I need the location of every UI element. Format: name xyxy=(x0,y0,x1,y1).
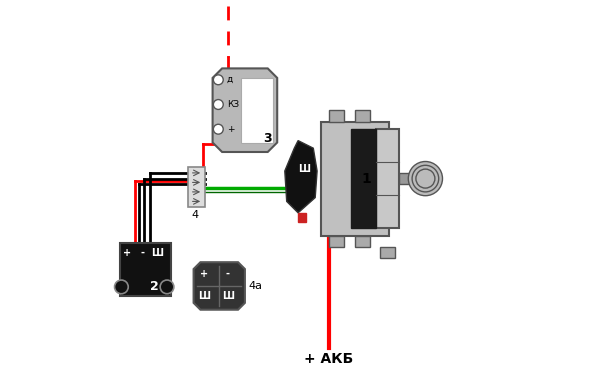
Text: 1: 1 xyxy=(362,172,371,185)
Circle shape xyxy=(214,124,223,134)
Bar xyxy=(241,78,274,142)
Polygon shape xyxy=(194,262,245,310)
Text: Ш: Ш xyxy=(222,291,234,301)
Text: КЗ: КЗ xyxy=(227,100,239,109)
Bar xyxy=(329,110,344,122)
Circle shape xyxy=(214,100,223,109)
Bar xyxy=(380,247,395,258)
Circle shape xyxy=(115,280,128,294)
Circle shape xyxy=(416,169,435,188)
Text: -: - xyxy=(140,248,145,258)
Polygon shape xyxy=(212,68,277,152)
Text: 4: 4 xyxy=(192,210,199,220)
Bar xyxy=(321,122,389,236)
Text: Ш: Ш xyxy=(198,291,210,301)
Circle shape xyxy=(408,162,443,196)
Circle shape xyxy=(412,165,439,192)
Text: 4а: 4а xyxy=(249,281,263,291)
Text: 2: 2 xyxy=(151,280,159,293)
Text: -: - xyxy=(226,269,230,279)
Text: д: д xyxy=(227,75,233,84)
Bar xyxy=(399,173,437,184)
Text: 3: 3 xyxy=(263,132,272,145)
Bar xyxy=(352,129,376,228)
Circle shape xyxy=(214,75,223,85)
Bar xyxy=(119,243,171,296)
Text: + АКБ: + АКБ xyxy=(304,352,353,366)
Text: +: + xyxy=(227,125,234,134)
Bar xyxy=(298,213,306,222)
Text: +: + xyxy=(200,269,208,279)
Bar xyxy=(376,129,399,228)
Bar xyxy=(188,167,205,207)
Bar xyxy=(329,236,344,247)
Bar xyxy=(355,236,370,247)
Text: +: + xyxy=(123,248,131,258)
Bar xyxy=(355,110,370,122)
Text: Ш: Ш xyxy=(151,248,163,258)
Polygon shape xyxy=(285,141,317,213)
Text: Ш: Ш xyxy=(298,164,310,174)
Circle shape xyxy=(160,280,174,294)
